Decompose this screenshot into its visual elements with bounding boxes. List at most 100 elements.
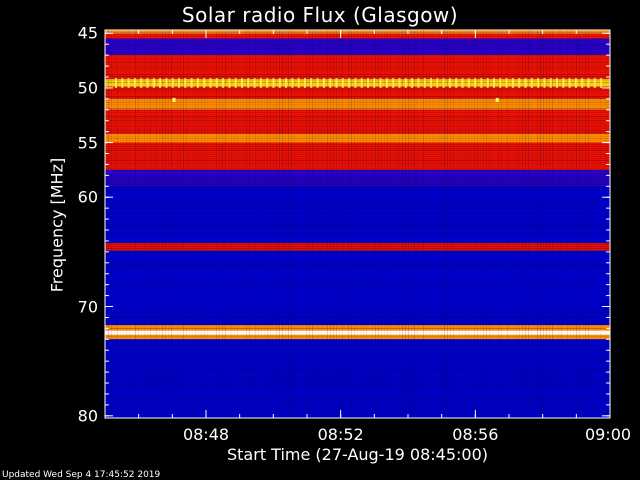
band-1 xyxy=(105,33,610,39)
texture-line xyxy=(105,54,610,55)
band-9 xyxy=(105,133,610,143)
interference-pip xyxy=(524,78,527,88)
texture-column xyxy=(474,30,475,418)
texture-column xyxy=(582,30,583,418)
texture-line xyxy=(105,112,610,113)
band-17 xyxy=(105,334,610,340)
texture-line xyxy=(105,108,610,109)
texture-column xyxy=(438,30,439,418)
texture-column xyxy=(285,30,286,418)
texture-line xyxy=(105,280,610,281)
interference-pip xyxy=(121,78,124,88)
texture-column xyxy=(516,30,517,418)
interference-pip xyxy=(115,78,117,88)
texture-line xyxy=(105,198,610,199)
texture-line xyxy=(105,118,610,119)
texture-column xyxy=(453,30,454,418)
texture-line xyxy=(105,394,610,395)
interference-pip xyxy=(241,78,243,88)
texture-line xyxy=(105,264,610,265)
x-tick-label: 08:52 xyxy=(317,425,364,444)
texture-line xyxy=(105,312,610,313)
texture-line xyxy=(105,404,610,405)
interference-pip xyxy=(335,78,338,88)
texture-line xyxy=(105,370,610,371)
texture-line xyxy=(105,58,610,59)
texture-line xyxy=(105,310,610,311)
interference-pip xyxy=(461,78,464,88)
texture-line xyxy=(105,106,610,107)
texture-line xyxy=(105,208,610,209)
texture-column xyxy=(252,30,253,418)
chart-title: Solar radio Flux (Glasgow) xyxy=(181,3,459,27)
interference-pip xyxy=(247,78,250,88)
texture-column xyxy=(363,30,364,418)
texture-column xyxy=(135,30,136,418)
texture-column xyxy=(297,30,298,418)
interference-pip xyxy=(493,78,495,88)
texture-line xyxy=(105,226,610,227)
texture-column xyxy=(189,30,190,418)
texture-line xyxy=(105,46,610,47)
texture-column xyxy=(270,30,271,418)
texture-column xyxy=(201,30,202,418)
texture-line xyxy=(105,416,610,417)
texture-column xyxy=(180,30,181,418)
texture-line xyxy=(105,88,610,89)
texture-line xyxy=(105,282,610,283)
interference-pip xyxy=(392,78,395,88)
interference-pip xyxy=(165,78,168,88)
texture-column xyxy=(570,30,571,418)
interference-pip xyxy=(448,78,451,88)
texture-line xyxy=(105,144,610,145)
texture-line xyxy=(105,150,610,151)
texture-column xyxy=(366,30,367,418)
texture-column xyxy=(561,30,562,418)
band-2 xyxy=(105,38,610,56)
texture-line xyxy=(105,62,610,63)
interference-pip xyxy=(587,78,590,88)
texture-line xyxy=(105,190,610,191)
texture-line xyxy=(105,92,610,93)
texture-column xyxy=(606,30,607,418)
texture-line xyxy=(105,110,610,111)
texture-column xyxy=(357,30,358,418)
texture-line xyxy=(105,244,610,245)
texture-column xyxy=(588,30,589,418)
texture-line xyxy=(105,342,610,343)
interference-pip xyxy=(316,78,319,88)
texture-column xyxy=(540,30,541,418)
texture-column xyxy=(123,30,124,418)
texture-line xyxy=(105,402,610,403)
texture-column xyxy=(429,30,430,418)
texture-line xyxy=(105,380,610,381)
texture-line xyxy=(105,90,610,91)
texture-column xyxy=(276,30,277,418)
texture-line xyxy=(105,98,610,99)
texture-line xyxy=(105,406,610,407)
interference-pip xyxy=(499,78,502,88)
band-3 xyxy=(105,55,610,72)
texture-line xyxy=(105,224,610,225)
interference-pip xyxy=(505,78,508,88)
interference-pip xyxy=(556,78,558,88)
texture-line xyxy=(105,168,610,169)
texture-column xyxy=(447,30,448,418)
texture-column xyxy=(159,30,160,418)
texture-line xyxy=(105,44,610,45)
texture-line xyxy=(105,74,610,75)
texture-column xyxy=(375,30,376,418)
band-15 xyxy=(105,325,610,331)
texture-column xyxy=(171,30,172,418)
band-0 xyxy=(105,30,610,34)
texture-column xyxy=(315,30,316,418)
band-16 xyxy=(105,330,610,335)
texture-column xyxy=(417,30,418,418)
texture-line xyxy=(105,194,610,195)
texture-column xyxy=(369,30,370,418)
texture-column xyxy=(246,30,247,418)
texture-line xyxy=(105,382,610,383)
texture-line xyxy=(105,386,610,387)
texture-column xyxy=(258,30,259,418)
y-tick-label: 55 xyxy=(77,133,98,153)
